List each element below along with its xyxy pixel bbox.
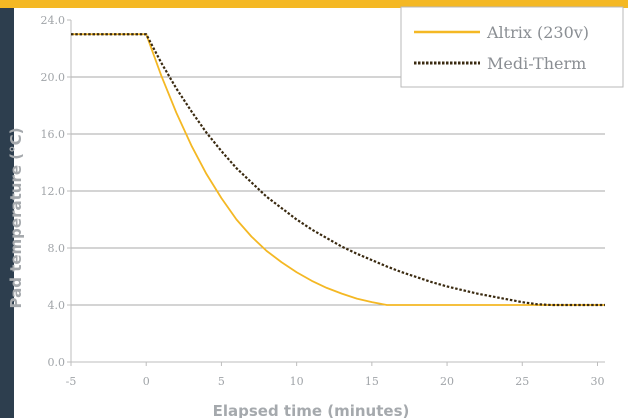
- x-tick-label: 20: [440, 375, 454, 388]
- tick-label-layer: 0.0 4.0 8.0 12.0 16.0 20.0 24.0 -5 0 5 10 15 20 25 30: [41, 14, 605, 388]
- y-tick-label: 4.0: [48, 299, 66, 312]
- y-tick-label: 24.0: [41, 14, 66, 27]
- y-tick-label: 20.0: [41, 71, 66, 84]
- y-tick-label: 0.0: [48, 356, 66, 369]
- x-tick-label: 0: [143, 375, 150, 388]
- top-accent-bar: [0, 0, 628, 8]
- x-tick-label: 15: [365, 375, 379, 388]
- y-axis-title: Pad temperature (°C): [7, 128, 25, 309]
- legend-label-meditherm: Medi-Therm: [487, 54, 586, 73]
- x-axis-title: Elapsed time (minutes): [213, 402, 410, 418]
- legend: Altrix (230v) Medi-Therm: [400, 6, 624, 88]
- series-line-altrix: [71, 33, 605, 306]
- y-tick-label: 8.0: [48, 242, 66, 255]
- legend-label-altrix: Altrix (230v): [486, 23, 589, 42]
- x-tick-label: -5: [66, 375, 77, 388]
- axis-layer: [67, 19, 605, 366]
- y-tick-label: 12.0: [41, 185, 66, 198]
- y-tick-label: 16.0: [41, 128, 66, 141]
- x-tick-label: 25: [515, 375, 529, 388]
- series-layer: [71, 33, 605, 307]
- series-line-meditherm: [71, 33, 605, 307]
- x-tick-label: 30: [590, 375, 604, 388]
- x-tick-label: 10: [290, 375, 304, 388]
- x-tick-label: 5: [218, 375, 225, 388]
- legend-box: [400, 6, 624, 88]
